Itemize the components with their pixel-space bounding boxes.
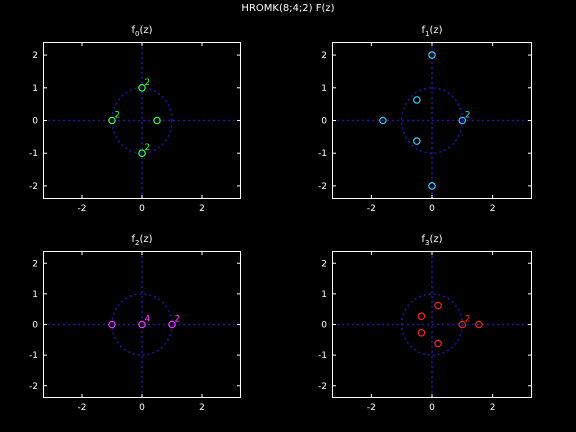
zero-multiplicity-label: 2 (115, 111, 121, 121)
x-tick-label: -2 (367, 403, 376, 413)
x-tick-label: -2 (78, 403, 87, 413)
zero-multiplicity-label: 2 (465, 111, 471, 121)
zero-marker (434, 339, 442, 348)
unit-circle (111, 87, 173, 154)
unit-circle (400, 293, 464, 356)
y-tick-label: -1 (29, 351, 38, 361)
x-tick-label: 2 (199, 403, 205, 413)
y-tick-label: -2 (318, 382, 327, 392)
x-tick-label: -2 (367, 204, 376, 214)
x-tick-label: 0 (139, 403, 145, 413)
subplot-title: f1(z) (421, 25, 442, 38)
zero-marker (108, 116, 116, 125)
y-tick-label: 2 (321, 259, 327, 269)
zero-multiplicity-label: 2 (145, 78, 151, 88)
y-tick-label: 0 (32, 117, 38, 127)
y-tick-label: 2 (321, 51, 327, 61)
x-tick-label: 0 (429, 204, 435, 214)
zero-multiplicity-label: 2 (465, 315, 471, 325)
zero-marker (379, 116, 387, 125)
plot-area: 2 (332, 42, 532, 199)
x-tick-label: 0 (139, 204, 145, 214)
y-tick-label: -2 (29, 182, 38, 192)
zero-multiplicity-label: 4 (145, 315, 151, 325)
y-tick-label: 1 (32, 290, 38, 300)
y-tick-label: -2 (318, 182, 327, 192)
zero-marker (428, 51, 436, 59)
unit-circle (400, 87, 464, 154)
unit-circle (111, 293, 173, 356)
zero-multiplicity-label: 2 (145, 143, 151, 153)
zero-marker (434, 301, 442, 310)
zero-marker (413, 96, 421, 104)
zero-marker (168, 320, 176, 329)
plot-area: 2 (332, 251, 532, 398)
subplot-title: f3(z) (421, 234, 442, 247)
y-tick-label: -1 (29, 149, 38, 159)
zero-marker (475, 320, 483, 329)
y-tick-label: 2 (32, 259, 38, 269)
x-tick-label: 0 (429, 403, 435, 413)
y-tick-label: -1 (318, 149, 327, 159)
y-tick-label: 0 (32, 321, 38, 331)
y-tick-label: 1 (321, 84, 327, 94)
subplot-title: f2(z) (131, 234, 152, 247)
x-tick-label: 2 (199, 204, 205, 214)
zero-marker (138, 83, 146, 92)
subplot-grid: f0(z) 2 2 2 -2 0 2 -2 -1 0 1 2 f1(z) 2 -2 0 2 -2 -1 0 1 2 f2(z… (29, 25, 532, 413)
y-tick-label: 1 (321, 290, 327, 300)
plot-area: 2 2 2 (43, 42, 241, 199)
y-tick-label: 1 (32, 84, 38, 94)
zero-marker (138, 149, 146, 158)
x-tick-label: -2 (78, 204, 87, 214)
zero-marker (417, 328, 426, 337)
y-tick-label: 0 (321, 321, 327, 331)
zero-marker (108, 320, 116, 329)
zero-marker (417, 312, 426, 321)
y-tick-label: -2 (29, 382, 38, 392)
zero-marker (458, 320, 467, 329)
y-tick-label: 2 (32, 51, 38, 61)
zero-marker (138, 320, 146, 329)
y-tick-label: -1 (318, 351, 327, 361)
figure-title: HROMK(8;4;2) F(z) (241, 3, 334, 14)
subplot-3: f3(z) 2 -2 0 2 -2 -1 0 1 2 (318, 234, 532, 413)
x-tick-label: 2 (490, 403, 496, 413)
x-tick-label: 2 (490, 204, 496, 214)
subplot-0: f0(z) 2 2 2 -2 0 2 -2 -1 0 1 2 (29, 25, 241, 214)
zero-marker (413, 137, 421, 145)
zero-marker (458, 116, 467, 125)
subplot-1: f1(z) 2 -2 0 2 -2 -1 0 1 2 (318, 25, 532, 214)
y-tick-label: 0 (321, 117, 327, 127)
subplot-title: f0(z) (131, 25, 152, 38)
zero-marker (153, 116, 161, 125)
zero-multiplicity-label: 2 (175, 315, 181, 325)
zero-marker (428, 182, 436, 190)
